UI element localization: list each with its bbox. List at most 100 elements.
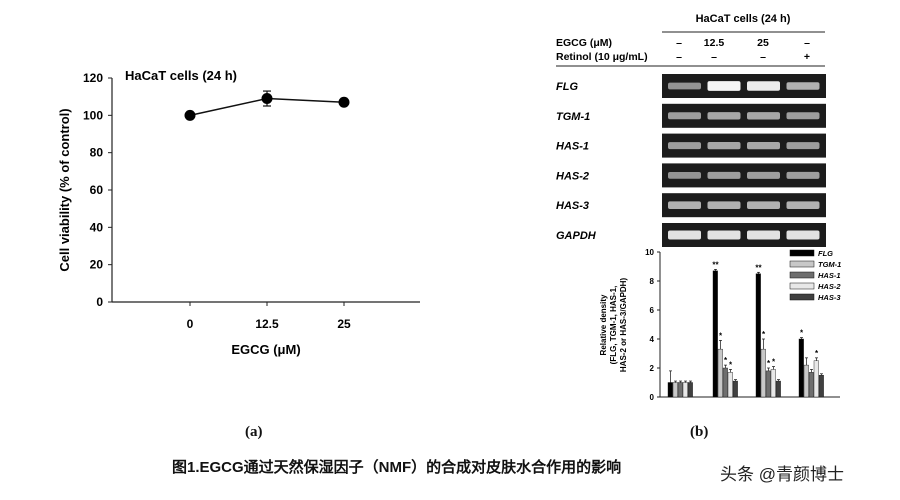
- gel-band: [707, 112, 741, 120]
- bar-has-2: [813, 360, 819, 398]
- data-point: [261, 93, 273, 105]
- gel-band: [707, 81, 741, 91]
- bar-has-3: [775, 380, 781, 398]
- gel-band: [786, 230, 820, 240]
- gel-band: [707, 230, 741, 240]
- legend-swatch: [789, 271, 815, 279]
- gel-band: [668, 82, 701, 90]
- y-tick-label: 2: [650, 364, 655, 373]
- legend-label: TGM-1: [818, 260, 841, 269]
- y-tick-label: 0: [650, 393, 655, 402]
- y-tick-label: 4: [650, 335, 655, 344]
- bar-has-3: [732, 380, 738, 398]
- bar-has-2: [770, 369, 776, 398]
- data-point: [184, 109, 196, 121]
- bar-flg: [712, 270, 718, 398]
- significance-label: **: [755, 263, 762, 272]
- gel-band: [668, 230, 701, 240]
- panel-b-label: (b): [690, 424, 709, 440]
- figure-caption: 图1.EGCG通过天然保湿因子（NMF）的合成对皮肤水合作用的影响: [172, 459, 622, 476]
- gel-band: [747, 230, 780, 240]
- gel-band: [786, 142, 820, 150]
- gel-label: TGM-1: [556, 111, 590, 123]
- watermark: 头条 @青颜博士: [720, 465, 844, 484]
- treatment-value: 12.5: [704, 37, 725, 49]
- significance-label: *: [800, 329, 804, 338]
- gel-and-density-panel: HaCaT cells (24 h) EGCG (μM) – 12.5 25 – Retin…: [556, 13, 841, 402]
- gel-band: [668, 142, 701, 150]
- treatment-value: –: [676, 37, 682, 49]
- legend-swatch: [789, 249, 815, 257]
- gel-band: [786, 201, 820, 209]
- significance-label: *: [719, 331, 723, 340]
- x-tick-label: 12.5: [255, 317, 279, 331]
- panel-a-label: (a): [245, 424, 263, 440]
- y-tick-label: 6: [650, 306, 655, 315]
- treatment-value: –: [760, 51, 766, 63]
- legend-label: HAS-3: [818, 293, 841, 302]
- treatment-row-label: Retinol (10 μg/mL): [556, 51, 648, 63]
- legend-swatch: [789, 282, 815, 290]
- significance-label: **: [712, 260, 719, 269]
- treatment-value: –: [676, 51, 682, 63]
- bar-has-3: [818, 375, 824, 398]
- significance-label: *: [767, 359, 771, 368]
- y-tick-label: 10: [645, 248, 654, 257]
- y-tick-label: 40: [90, 220, 104, 234]
- bar-has-2: [727, 372, 733, 398]
- gel-band: [668, 112, 701, 120]
- bar-has-1: [677, 382, 683, 398]
- gel-band: [747, 112, 780, 120]
- data-point: [338, 96, 350, 108]
- y-axis-label-line: (FLG, TGM-1, HAS-1,: [609, 286, 618, 365]
- bar-flg: [798, 338, 804, 398]
- significance-label: *: [729, 360, 733, 369]
- y-axis-label-line: Relative density: [599, 294, 608, 355]
- bar-flg: [755, 273, 761, 398]
- x-tick-label: 0: [187, 317, 194, 331]
- gel-band: [786, 112, 820, 120]
- y-tick-label: 120: [83, 71, 103, 85]
- treatment-value: +: [804, 51, 810, 63]
- chart-title: HaCaT cells (24 h): [125, 68, 237, 83]
- significance-label: *: [762, 330, 766, 339]
- gel-band: [747, 81, 780, 91]
- gel-band: [668, 172, 701, 179]
- treatment-row-label: EGCG (μM): [556, 37, 612, 49]
- y-tick-label: 0: [96, 295, 103, 309]
- treatment-value: 25: [757, 37, 769, 49]
- gel-label: GAPDH: [556, 230, 597, 242]
- gel-band: [786, 82, 820, 90]
- legend-label: FLG: [818, 249, 833, 258]
- significance-label: *: [772, 358, 776, 367]
- bar-has-2: [682, 382, 688, 398]
- bar-has-3: [687, 382, 693, 398]
- y-tick-label: 8: [650, 277, 655, 286]
- gel-band: [707, 141, 741, 150]
- legend-swatch: [789, 260, 815, 268]
- gel-header: HaCaT cells (24 h): [696, 13, 791, 25]
- treatment-value: –: [711, 51, 717, 63]
- y-tick-label: 60: [90, 183, 104, 197]
- y-axis-label: Relative density(FLG, TGM-1, HAS-1,HAS-2…: [599, 278, 628, 373]
- gel-label: HAS-2: [556, 170, 589, 182]
- gel-band: [747, 141, 780, 150]
- legend-label: HAS-2: [818, 282, 841, 291]
- x-tick-label: 25: [337, 317, 351, 331]
- x-axis-label: EGCG (μM): [231, 342, 300, 357]
- y-tick-label: 20: [90, 258, 104, 272]
- gel-band: [786, 171, 820, 179]
- viability-chart: 0 20 40 60 80 100 120 0 12.5 25 EGCG (μM) Cell viab…: [57, 68, 420, 357]
- significance-label: *: [724, 356, 728, 365]
- gel-band: [747, 171, 780, 179]
- y-axis-label: Cell viability (% of control): [57, 108, 72, 271]
- gel-band: [707, 201, 741, 209]
- treatment-value: –: [804, 37, 810, 49]
- bar-flg: [667, 382, 673, 398]
- y-tick-label: 100: [83, 108, 103, 122]
- bar-has-1: [808, 372, 814, 398]
- gel-band: [707, 171, 741, 179]
- bar-has-1: [722, 367, 728, 398]
- bar-tgm-1: [760, 348, 766, 398]
- legend-swatch: [789, 293, 815, 301]
